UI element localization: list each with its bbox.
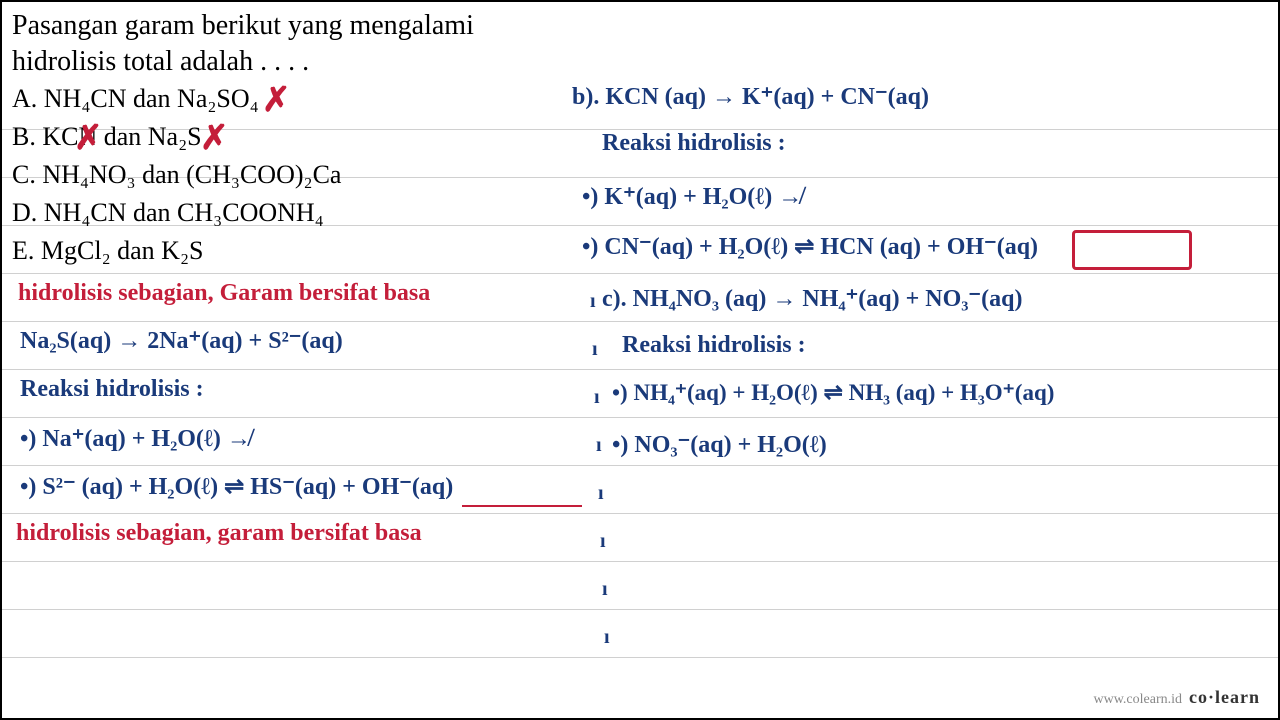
work-left-2: Reaksi hidrolisis : (20, 376, 204, 403)
cross-mark-b2: ✗ (200, 118, 229, 158)
cross-mark-b1: ✗ (74, 118, 103, 158)
note-red-2: hidrolisis sebagian, garam bersifat basa (16, 520, 422, 547)
work-right-c4: •) NO₃⁻(aq) + H₂O(ℓ) (612, 430, 827, 459)
footer: www.colearn.id co·learn (1094, 687, 1261, 708)
divider-tick: ı (596, 434, 602, 457)
work-right-c3: •) NH₄⁺(aq) + H₂O(ℓ) ⇌ NH₃ (aq) + H₃O⁺(a… (612, 380, 1054, 406)
divider-tick: ı (590, 290, 596, 313)
work-right-b4: •) CN⁻(aq) + H₂O(ℓ) ⇌ HCN (aq) + OH⁻(aq) (582, 232, 1038, 261)
oh-underline (462, 505, 582, 507)
option-b: B. KCN dan Na₂S (12, 122, 202, 152)
divider-tick: ı (598, 482, 604, 505)
oh-box (1072, 230, 1192, 270)
divider-tick: ı (602, 578, 608, 601)
option-d: D. NH₄CN dan CH₃COONH₄ (12, 198, 324, 228)
divider-tick: ı (592, 338, 598, 361)
question-line-2: hidrolisis total adalah . . . . (12, 46, 309, 78)
divider-tick: ı (594, 386, 600, 409)
divider-tick: ı (600, 530, 606, 553)
work-right-b3: •) K⁺(aq) + H₂O(ℓ) ↛ (582, 182, 802, 211)
note-red-1: hidrolisis sebagian, Garam bersifat basa (18, 280, 430, 307)
cross-mark-a: ✗ (262, 80, 291, 120)
option-c: C. NH₄NO₃ dan (CH₃COO)₂Ca (12, 160, 341, 190)
divider-tick: ı (604, 626, 610, 649)
work-right-c1: c). NH₄NO₃ (aq) → NH₄⁺(aq) + NO₃⁻(aq) (602, 284, 1022, 313)
work-right-b2: Reaksi hidrolisis : (602, 130, 786, 157)
question-line-1: Pasangan garam berikut yang mengalami (12, 10, 474, 42)
work-right-b1: b). KCN (aq) → K⁺(aq) + CN⁻(aq) (572, 82, 929, 111)
option-a: A. NH₄CN dan Na₂SO₄ (12, 84, 259, 114)
work-left-3: •) Na⁺(aq) + H₂O(ℓ) ↛ (20, 424, 251, 453)
footer-url: www.colearn.id (1094, 692, 1183, 707)
footer-brand: co·learn (1189, 687, 1260, 707)
work-left-1: Na₂S(aq) → 2Na⁺(aq) + S²⁻(aq) (20, 326, 343, 355)
work-left-4: •) S²⁻ (aq) + H₂O(ℓ) ⇌ HS⁻(aq) + OH⁻(aq) (20, 472, 453, 501)
work-right-c2: Reaksi hidrolisis : (622, 332, 806, 359)
page-content: Pasangan garam berikut yang mengalami hi… (2, 2, 1278, 718)
option-e: E. MgCl₂ dan K₂S (12, 236, 203, 266)
